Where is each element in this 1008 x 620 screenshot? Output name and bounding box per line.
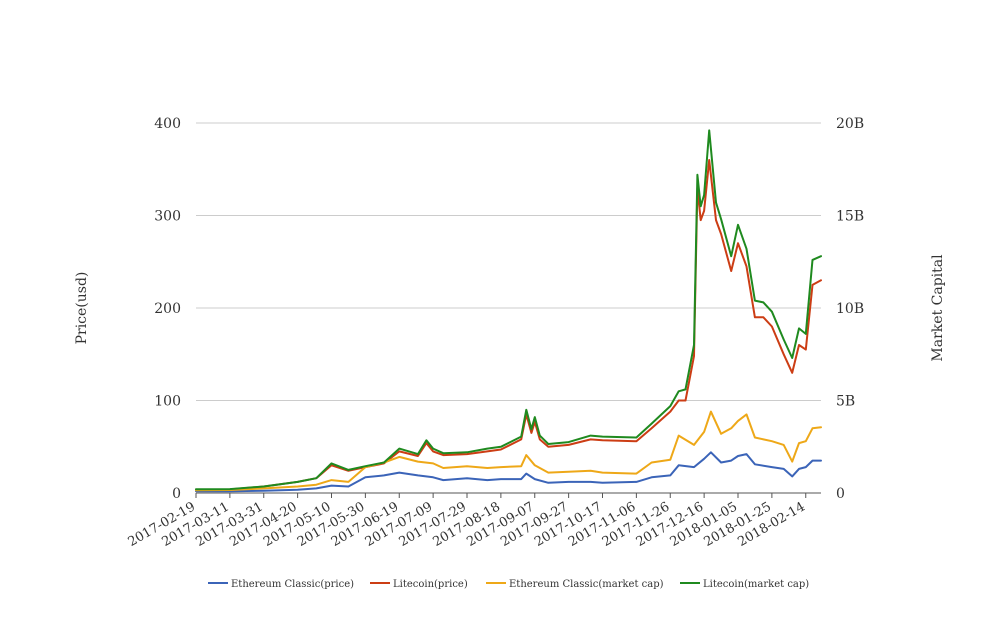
y-axis-left: 0 100 200 300 400 (154, 116, 181, 502)
series-layer (195, 129, 822, 493)
y-tick-label-right: 5B (836, 394, 855, 410)
legend-label: Ethereum Classic(price) (231, 579, 354, 590)
y-tick-label-left: 100 (154, 394, 181, 410)
y-tick-label-right: 0 (836, 486, 845, 502)
legend-label: Ethereum Classic(market cap) (509, 579, 664, 590)
y-axis-right: 0 5B 10B 15B 20B (836, 116, 864, 502)
y-axis-title-left: Price(usd) (74, 272, 90, 345)
legend: Ethereum Classic(price) Litecoin(price) Et… (208, 579, 809, 590)
grid-layer (196, 122, 821, 494)
legend-item: Litecoin(price) (370, 579, 468, 590)
y-tick-label-left: 200 (154, 301, 181, 317)
legend-item: Ethereum Classic(price) (208, 579, 354, 590)
y-tick-label-right: 20B (836, 116, 864, 132)
y-axis-title-right: Market Capital (930, 254, 946, 362)
y-tick-label-left: 400 (154, 116, 181, 132)
y-tick-label-left: 300 (154, 209, 181, 225)
legend-item: Ethereum Classic(market cap) (486, 579, 664, 590)
legend-item: Litecoin(market cap) (680, 579, 809, 590)
y-tick-label-left: 0 (172, 486, 181, 502)
series-line (195, 410, 822, 492)
y-tick-label-right: 10B (836, 301, 864, 317)
legend-label: Litecoin(market cap) (703, 579, 809, 590)
series-line (195, 159, 822, 491)
series-line (195, 451, 822, 493)
legend-label: Litecoin(price) (393, 579, 468, 590)
series-line (195, 129, 822, 491)
x-axis: 2017-02-192017-03-112017-03-312017-04-20… (126, 493, 808, 550)
y-tick-label-right: 15B (836, 209, 864, 225)
